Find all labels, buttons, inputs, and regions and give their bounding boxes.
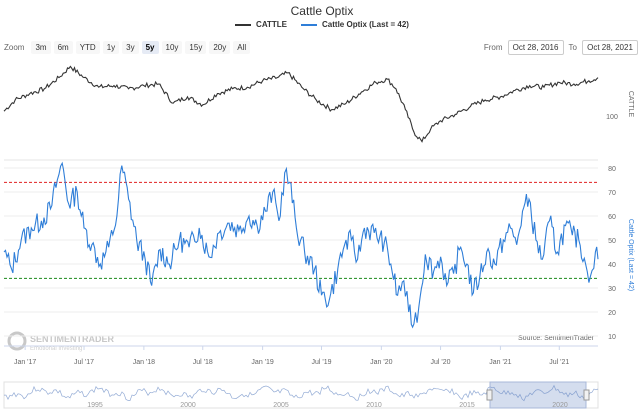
x-tick-label-0: Jan '17 bbox=[14, 359, 36, 366]
range-to-label: To bbox=[568, 43, 577, 52]
legend-swatch-optix bbox=[301, 23, 318, 26]
chart-title: Cattle Optix bbox=[290, 4, 354, 18]
price-tick-label-0: 100 bbox=[606, 114, 618, 121]
optix-series-line bbox=[3, 161, 599, 329]
optix-tick-label-3: 40 bbox=[608, 262, 616, 269]
optix-axis-label: Cattle Optix (Last = 42) bbox=[627, 219, 634, 291]
legend-item-cattle[interactable]: CATTLE bbox=[235, 20, 287, 29]
zoom-button-all[interactable]: All bbox=[233, 41, 251, 54]
optix-tick-label-2: 30 bbox=[608, 286, 616, 293]
optix-tick-label-0: 10 bbox=[608, 334, 616, 341]
zoom-button-10y[interactable]: 10y bbox=[161, 41, 183, 54]
range-from-input[interactable]: Oct 28, 2016 bbox=[507, 40, 564, 55]
optix-tick-label-1: 20 bbox=[608, 310, 616, 317]
zoom-button-5y[interactable]: 5y bbox=[141, 41, 159, 54]
zoom-label: Zoom bbox=[4, 43, 25, 52]
range-selector: From Oct 28, 2016 To Oct 28, 2021 bbox=[484, 40, 638, 55]
legend-swatch-cattle bbox=[235, 23, 252, 26]
optix-tick-label-4: 50 bbox=[608, 238, 616, 245]
watermark-tagline: Emotional Investing bbox=[30, 346, 82, 352]
watermark: SENTIMENTRADER Emotional Investing bbox=[7, 331, 115, 352]
legend: CATTLE Cattle Optix (Last = 42) bbox=[0, 20, 644, 29]
zoom-button-3m[interactable]: 3m bbox=[31, 41, 51, 54]
navigator-tick-label-3: 2010 bbox=[366, 402, 382, 409]
zoom-button-15y[interactable]: 15y bbox=[185, 41, 207, 54]
x-tick-label-7: Jul '20 bbox=[431, 359, 451, 366]
x-tick-label-9: Jul '21 bbox=[549, 359, 569, 366]
navigator-handle-left bbox=[486, 389, 493, 401]
x-tick-label-3: Jul '18 bbox=[193, 359, 213, 366]
zoom-bar: Zoom 3m 6m YTD 1y 3y 5y 10y 15y 20y All bbox=[4, 41, 251, 54]
legend-item-optix[interactable]: Cattle Optix (Last = 42) bbox=[301, 20, 409, 29]
x-tick-label-1: Jul '17 bbox=[74, 359, 94, 366]
navigator-tick-label-4: 2015 bbox=[459, 402, 475, 409]
credits: Source: SentimenTrader bbox=[518, 335, 595, 342]
navigator-series-line bbox=[4, 384, 599, 402]
navigator-selected-window bbox=[489, 381, 587, 409]
price-series-line bbox=[3, 65, 599, 143]
range-from-label: From bbox=[483, 43, 503, 52]
plot-layer: 100 10 20 30 40 50 60 70 80 Jan '17 Jul '17 Jan '18… bbox=[3, 65, 618, 409]
zoom-button-3y[interactable]: 3y bbox=[122, 41, 139, 54]
navigator-handle-right bbox=[583, 389, 590, 401]
range-to-input[interactable]: Oct 28, 2021 bbox=[582, 40, 638, 55]
watermark-brand: SENTIMENTRADER bbox=[30, 334, 115, 344]
x-tick-label-6: Jan '20 bbox=[370, 359, 392, 366]
zoom-button-20y[interactable]: 20y bbox=[209, 41, 231, 54]
legend-label-optix: Cattle Optix (Last = 42) bbox=[322, 20, 409, 29]
zoom-button-1y[interactable]: 1y bbox=[102, 41, 120, 54]
zoom-button-ytd[interactable]: YTD bbox=[75, 41, 100, 54]
navigator-tick-label-1: 2000 bbox=[180, 402, 196, 409]
x-tick-label-4: Jan '19 bbox=[251, 359, 273, 366]
navigator-tick-label-0: 1995 bbox=[87, 402, 103, 409]
price-axis-label: CATTLE bbox=[627, 91, 634, 118]
optix-tick-label-5: 60 bbox=[608, 214, 616, 221]
navigator-tick-label-5: 2020 bbox=[552, 402, 568, 409]
x-tick-label-5: Jul '19 bbox=[311, 359, 331, 366]
x-tick-label-8: Jan '21 bbox=[489, 359, 511, 366]
optix-tick-label-6: 70 bbox=[608, 190, 616, 197]
navigator-tick-label-2: 2005 bbox=[273, 402, 289, 409]
optix-tick-label-7: 80 bbox=[608, 166, 616, 173]
zoom-button-6m[interactable]: 6m bbox=[53, 41, 73, 54]
x-tick-label-2: Jan '18 bbox=[133, 359, 155, 366]
legend-label-cattle: CATTLE bbox=[256, 20, 288, 29]
watermark-logo-icon bbox=[7, 331, 27, 351]
